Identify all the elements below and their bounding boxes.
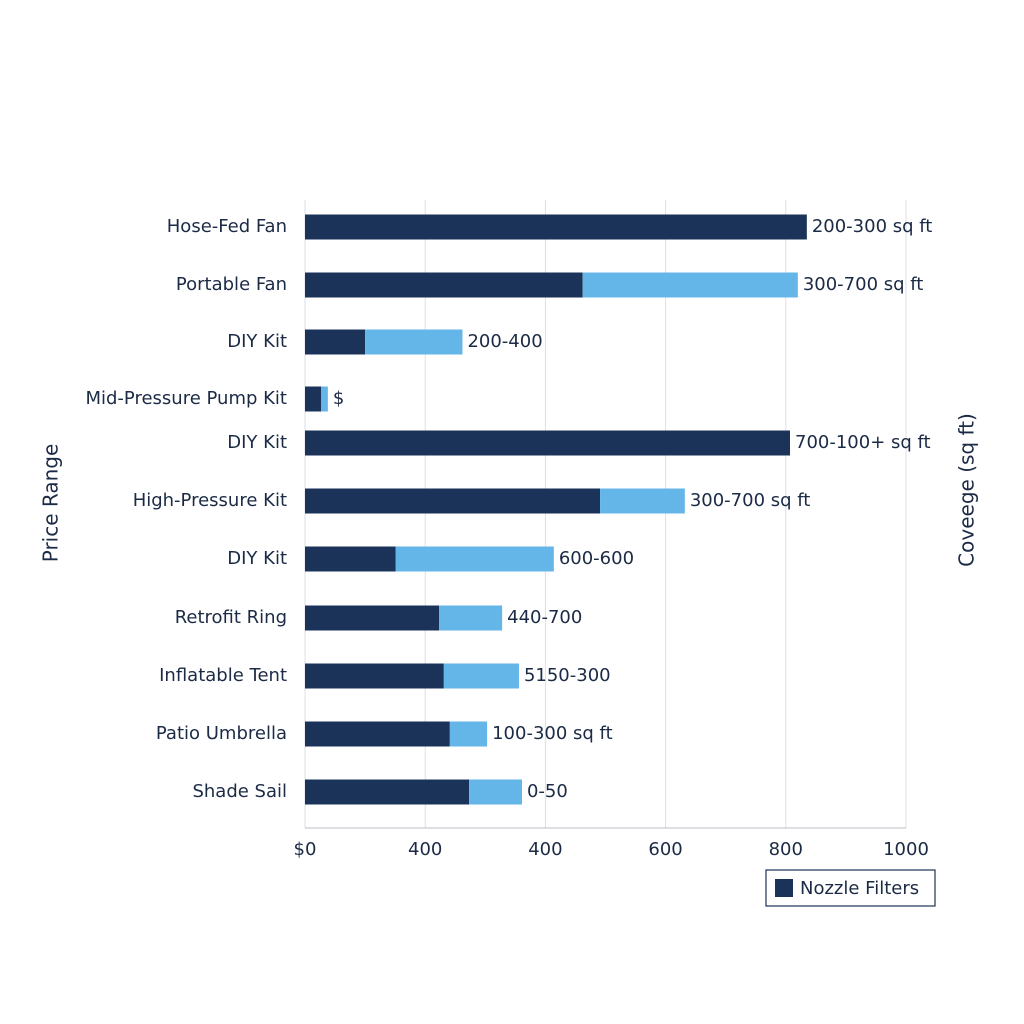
bar-label: 300-700 sq ft [803, 274, 924, 295]
bar-label: 100-300 sq ft [492, 723, 613, 744]
bar-segment [321, 386, 328, 412]
x-tick-label: 1000 [883, 839, 929, 860]
y-tick-label: Portable Fan [176, 274, 287, 295]
y2-axis-label: Coveege (sq ft) [955, 413, 979, 567]
y-axis-label: Price Range [39, 444, 63, 563]
bar-label: 300-700 sq ft [690, 490, 811, 511]
bar-segment [305, 779, 470, 805]
x-tick-label: 400 [408, 839, 442, 860]
bar-label: 5150-300 [524, 665, 611, 686]
bar-label: 200-300 sq ft [812, 216, 933, 237]
y-tick-label: Shade Sail [192, 781, 287, 802]
bar-segment [449, 721, 488, 747]
x-tick-label: 800 [769, 839, 803, 860]
bar-segment [600, 488, 685, 514]
legend-swatch [775, 879, 793, 897]
bar-segment [305, 546, 396, 572]
bar-segment [305, 214, 807, 240]
bar-segment [582, 272, 798, 298]
bar-segment [305, 329, 366, 355]
bar-segment [439, 605, 503, 631]
bar-label: 600-600 [559, 548, 634, 569]
bar-segment [305, 663, 444, 689]
bar-label: 200-400 [467, 331, 542, 352]
bar-label: 700-100+ sq ft [795, 432, 931, 453]
y-tick-label: High-Pressure Kit [133, 490, 287, 511]
bar-segment [443, 663, 519, 689]
y-tick-label: Inflatable Tent [159, 665, 287, 686]
bar-segment [305, 272, 583, 298]
y-tick-label: DIY Kit [227, 548, 287, 569]
bar-segment [305, 605, 440, 631]
bar-label: 440-700 [507, 607, 582, 628]
y-tick-label: DIY Kit [227, 432, 287, 453]
bar-segment [305, 430, 791, 456]
bar-label: 0-50 [527, 781, 568, 802]
x-tick-label: 400 [528, 839, 562, 860]
bar-segment [305, 386, 322, 412]
bar-segment [365, 329, 463, 355]
y-tick-label: Mid-Pressure Pump Kit [85, 388, 287, 409]
x-tick-label: $0 [294, 839, 317, 860]
y-tick-label: Patio Umbrella [156, 723, 287, 744]
legend-label: Nozzle Filters [800, 878, 919, 899]
legend-box [765, 869, 936, 907]
y-tick-label: DIY Kit [227, 331, 287, 352]
bar-segment [395, 546, 554, 572]
y-tick-label: Hose-Fed Fan [167, 216, 287, 237]
x-tick-label: 600 [648, 839, 682, 860]
bar-segment [305, 488, 601, 514]
bar-segment [305, 721, 450, 747]
bar-label: $ [333, 388, 344, 409]
bar-segment [469, 779, 522, 805]
y-tick-label: Retrofit Ring [175, 607, 287, 628]
